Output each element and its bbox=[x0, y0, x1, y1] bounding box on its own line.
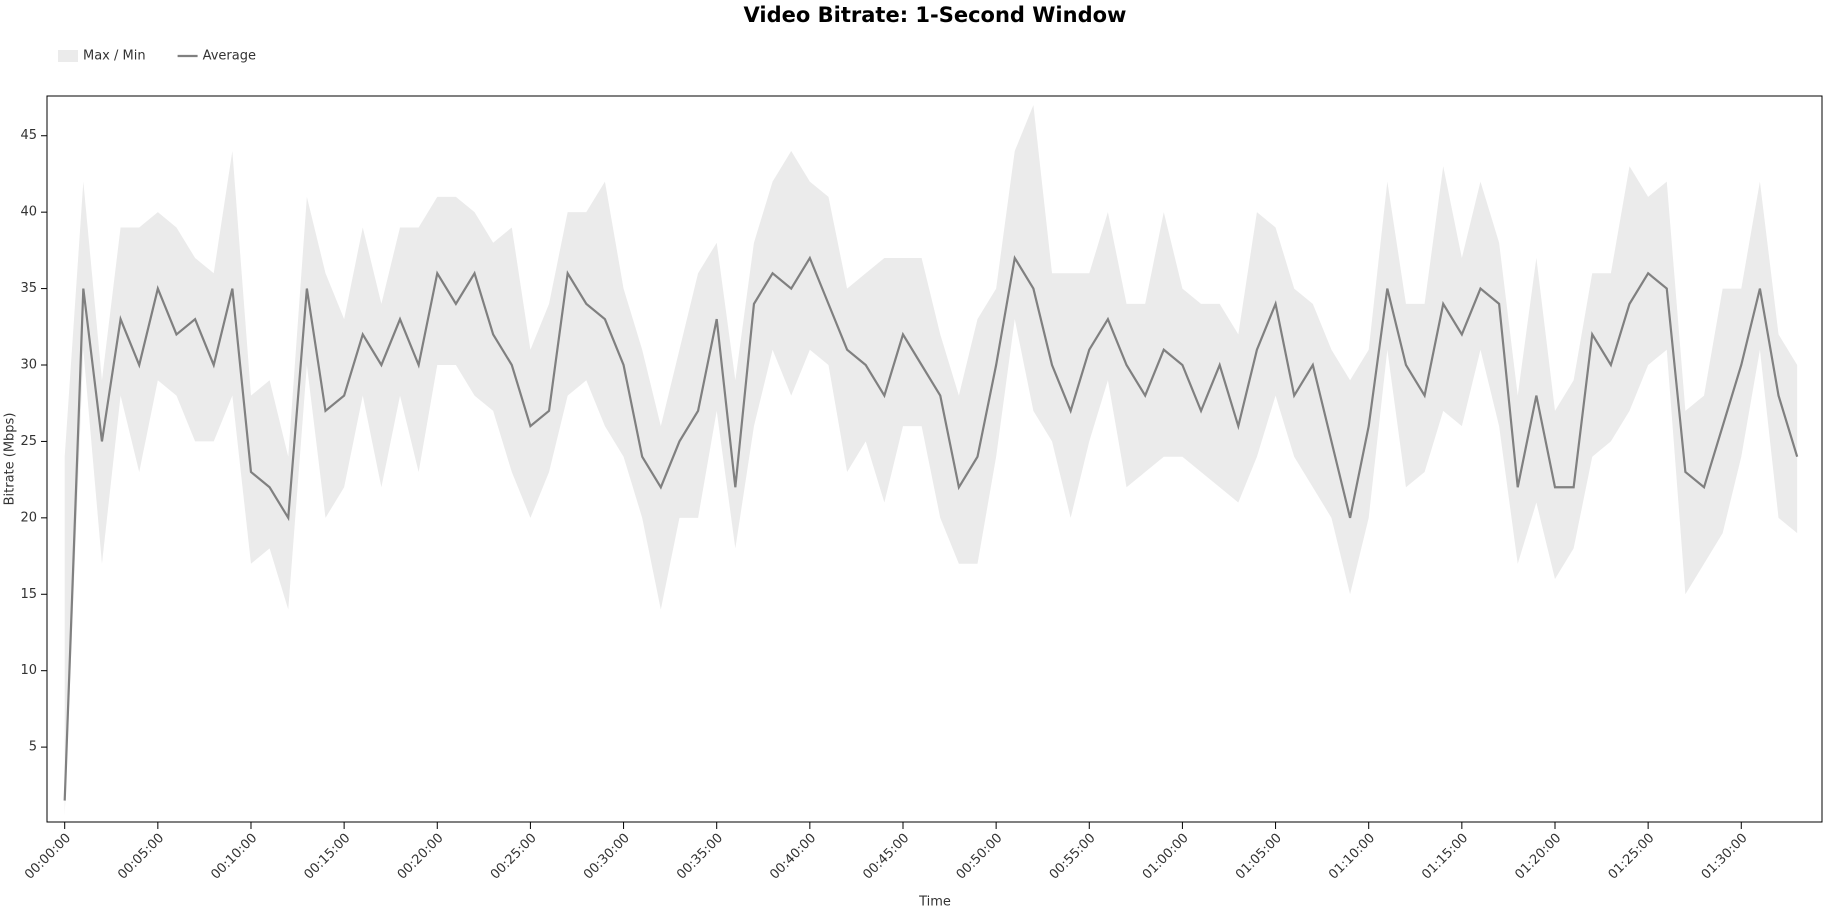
x-tick-label: 01:15:00 bbox=[1419, 831, 1471, 883]
y-tick-label: 45 bbox=[20, 128, 37, 143]
average-line bbox=[63, 254, 1799, 801]
x-tick-label: 00:30:00 bbox=[581, 831, 633, 883]
y-axis-label: Bitrate (Mbps) bbox=[3, 413, 18, 506]
legend-label: Max / Min bbox=[83, 49, 146, 64]
x-tick-label: 00:05:00 bbox=[115, 831, 167, 883]
x-tick-label: 00:10:00 bbox=[208, 831, 260, 883]
x-tick-label: 01:00:00 bbox=[1140, 831, 1192, 883]
x-tick-label: 00:20:00 bbox=[395, 831, 447, 883]
y-tick-label: 40 bbox=[20, 205, 37, 220]
legend-swatch bbox=[58, 50, 78, 62]
x-tick-label: 00:15:00 bbox=[302, 831, 354, 883]
plot-frame bbox=[46, 95, 1823, 823]
x-axis-label: Time bbox=[918, 895, 951, 910]
x-tick-label: 00:25:00 bbox=[488, 831, 540, 883]
y-tick-label: 15 bbox=[20, 587, 37, 602]
y-tick-label: 10 bbox=[20, 663, 37, 678]
x-tick-label: 00:45:00 bbox=[860, 831, 912, 883]
x-tick-label: 01:30:00 bbox=[1699, 831, 1751, 883]
x-tick-label: 00:35:00 bbox=[674, 831, 726, 883]
y-tick-label: 20 bbox=[20, 510, 37, 525]
x-tick-label: 00:50:00 bbox=[954, 831, 1006, 883]
y-tick-label: 25 bbox=[20, 434, 37, 449]
x-tick-label: 00:00:00 bbox=[22, 831, 74, 883]
max-min-band bbox=[64, 105, 1798, 816]
y-tick-label: 5 bbox=[29, 740, 37, 755]
x-tick-label: 00:55:00 bbox=[1047, 831, 1099, 883]
x-tick-label: 01:25:00 bbox=[1606, 831, 1658, 883]
x-tick-label: 01:05:00 bbox=[1233, 831, 1285, 883]
x-tick-label: 00:40:00 bbox=[767, 831, 819, 883]
x-tick-label: 01:10:00 bbox=[1326, 831, 1378, 883]
y-tick-label: 35 bbox=[20, 281, 37, 296]
y-tick-label: 30 bbox=[20, 358, 37, 373]
chart-title: Video Bitrate: 1-Second Window bbox=[744, 3, 1127, 27]
x-tick-label: 01:20:00 bbox=[1512, 831, 1564, 883]
legend-label: Average bbox=[203, 49, 256, 64]
